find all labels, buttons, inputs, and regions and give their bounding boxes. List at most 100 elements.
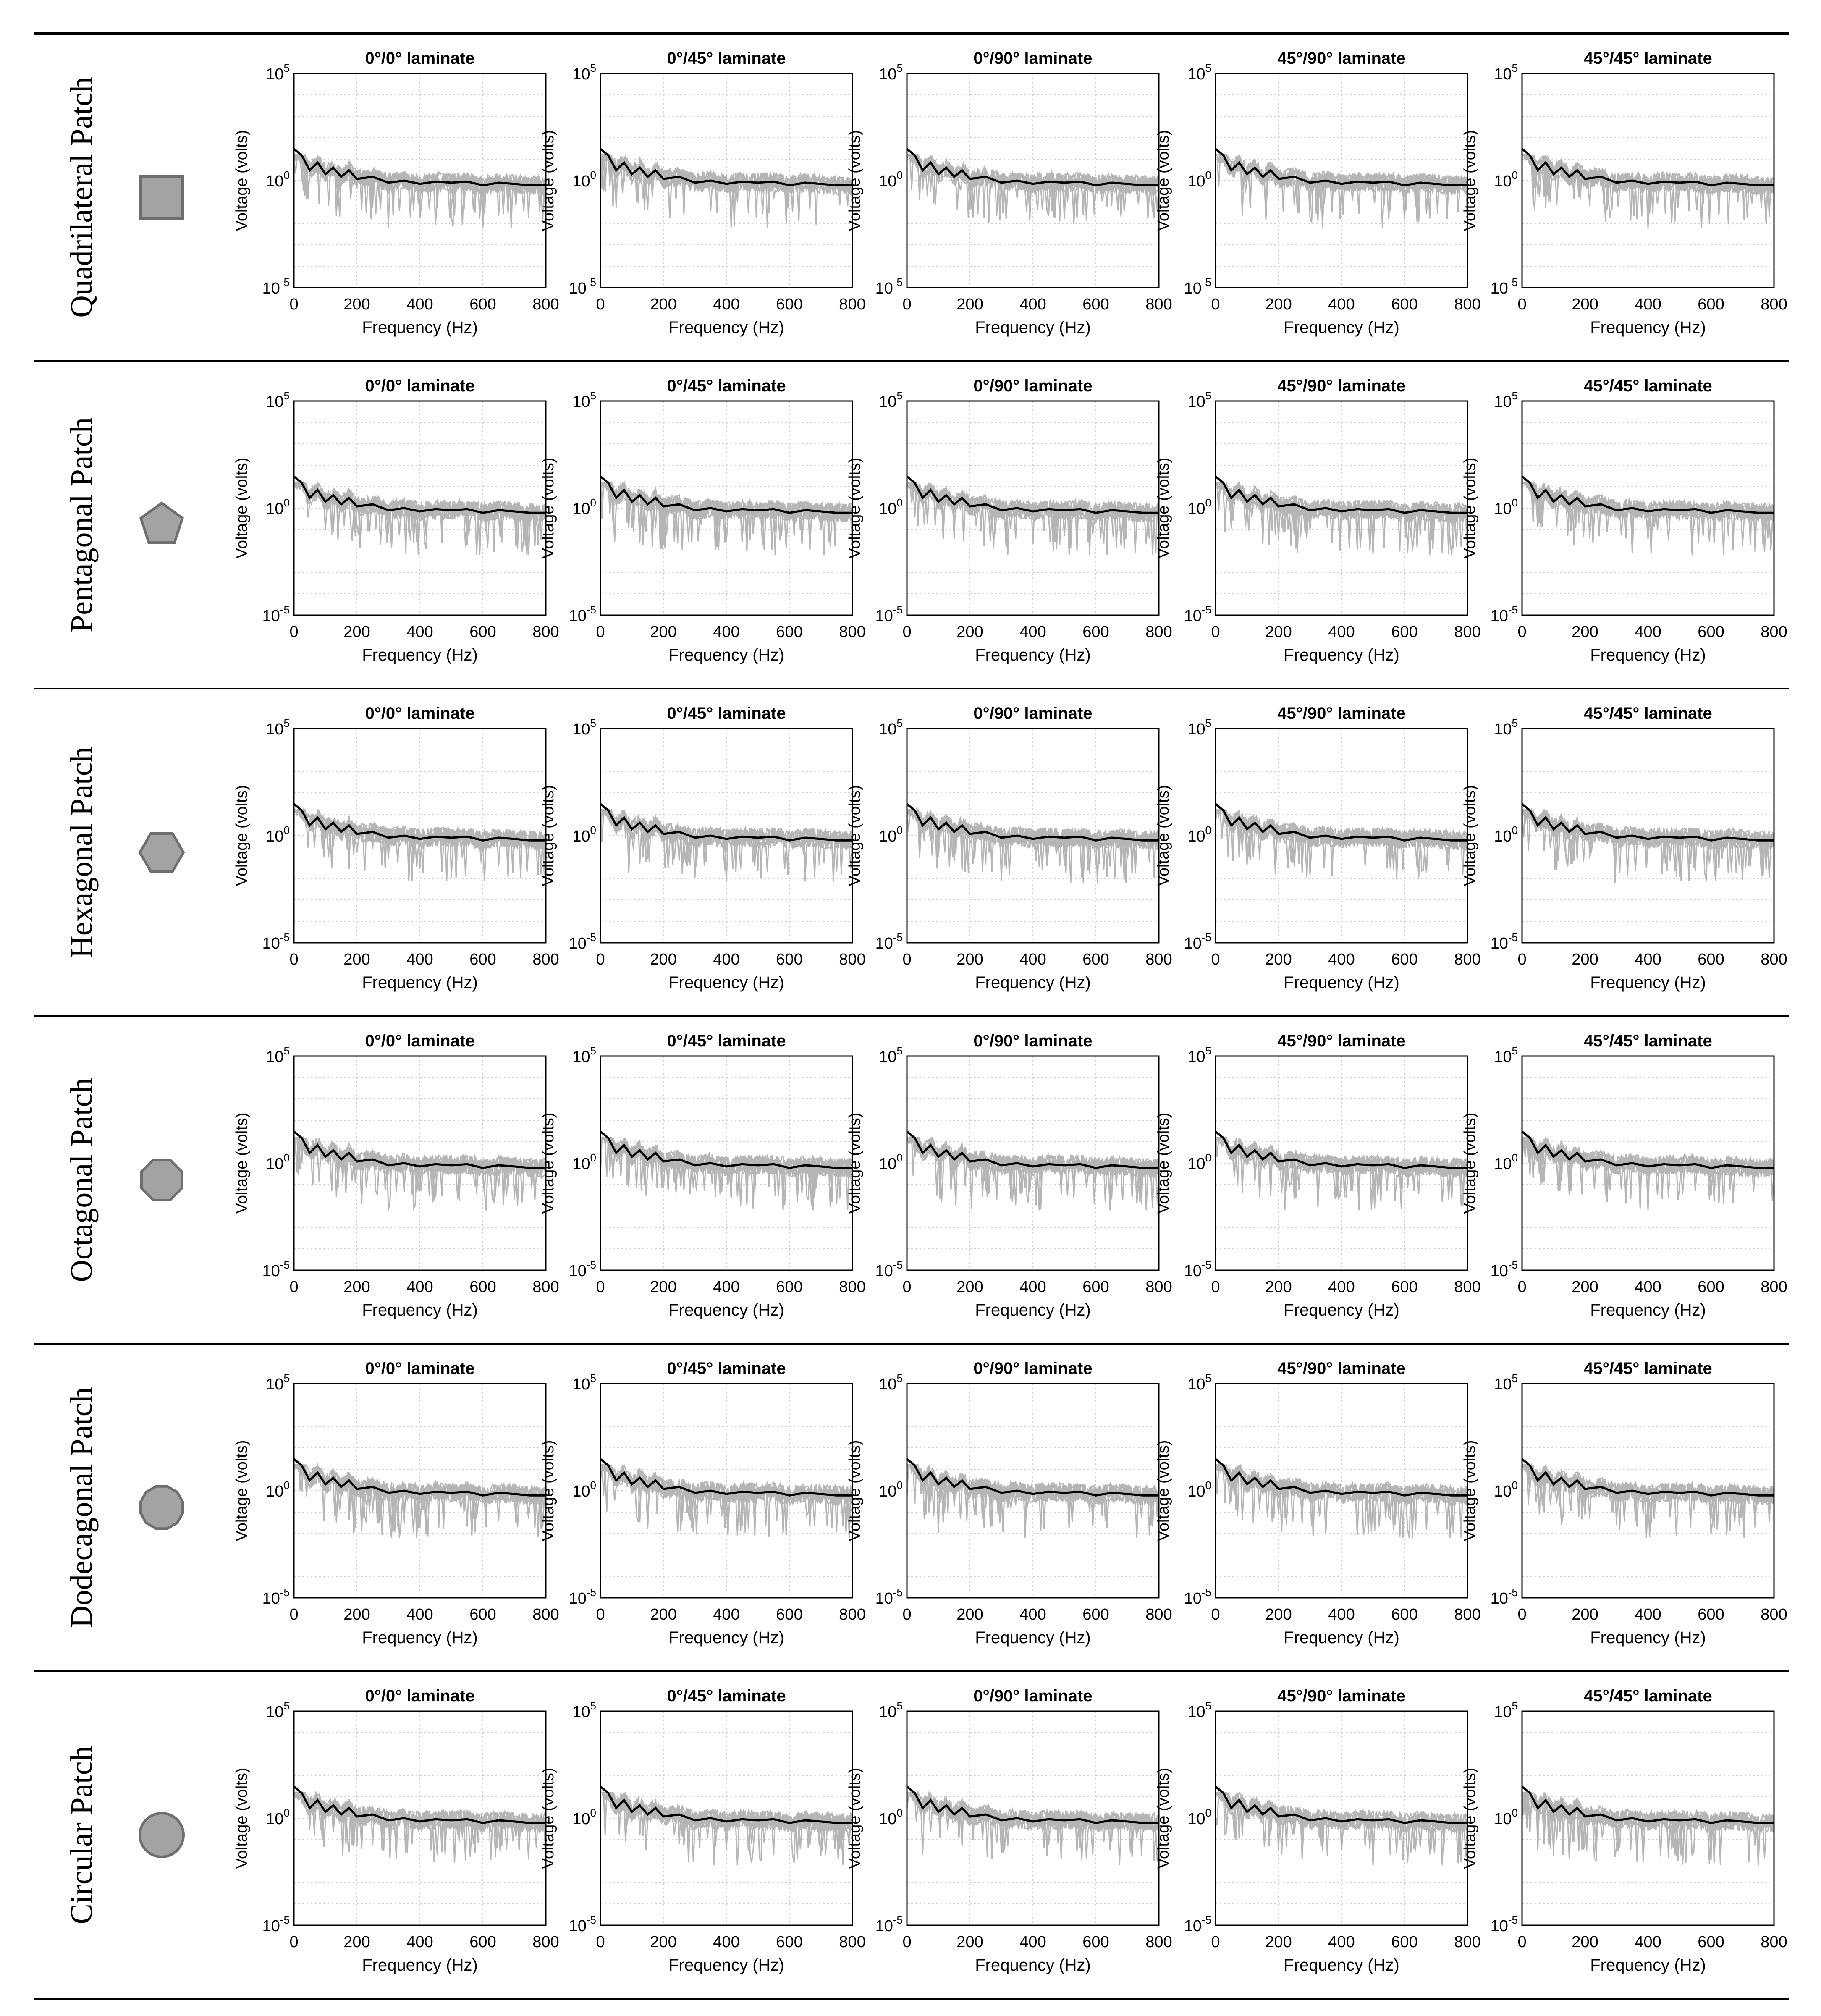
y-tick-label: 105 — [572, 1699, 596, 1721]
plot-frame — [600, 1710, 853, 1926]
y-tick-label: 10-5 — [569, 931, 596, 952]
x-axis-label: Frequency (Hz) — [1284, 318, 1399, 337]
row-divider — [34, 1998, 1789, 2000]
x-tick-label: 600 — [776, 951, 802, 968]
y-tick-label: 105 — [1187, 62, 1211, 83]
chart-panel: 0°/90° laminate 10-5 100 105 0 200 400 600 800 Fr… — [846, 34, 1172, 361]
x-axis-label: Frequency (Hz) — [668, 318, 784, 337]
x-axis-label: Frequency (Hz) — [1284, 1301, 1399, 1319]
x-tick-label: 200 — [956, 1278, 983, 1296]
circle-icon — [139, 1812, 185, 1858]
y-tick-label: 105 — [879, 1044, 903, 1066]
x-tick-label: 400 — [1635, 1933, 1661, 1951]
y-tick-label: 10-5 — [1491, 1586, 1518, 1607]
chart-svg: 0°/0° laminate 10-5 100 105 0 200 400 600 800 Fre… — [233, 377, 559, 664]
x-tick-label: 400 — [1328, 951, 1355, 968]
x-tick-label: 0 — [902, 1278, 911, 1296]
y-tick-label: 10-5 — [1184, 931, 1211, 952]
y-tick-label: 105 — [1494, 1699, 1518, 1721]
mean-spectrum-line — [906, 1785, 1159, 1824]
mean-spectrum-line — [1215, 1458, 1467, 1497]
x-tick-label: 200 — [343, 951, 370, 968]
x-tick-label: 400 — [1328, 1606, 1355, 1623]
chart-svg: 45°/90° laminate 10-5 100 105 0 200 400 600 800 F… — [1155, 1359, 1481, 1647]
chart-svg: 0°/45° laminate 10-5 100 105 0 200 400 600 800 Fr… — [540, 49, 866, 337]
x-tick-label: 400 — [1635, 296, 1661, 313]
plot-frame — [293, 400, 547, 616]
x-tick-label: 800 — [1454, 1933, 1480, 1951]
mean-spectrum-line — [906, 803, 1159, 842]
y-tick-label: 100 — [1494, 1479, 1518, 1500]
x-tick-label: 200 — [956, 1606, 983, 1623]
x-tick-label: 0 — [1517, 1606, 1526, 1623]
chart-svg: 0°/90° laminate 10-5 100 105 0 200 400 600 800 Fr… — [846, 704, 1172, 992]
chart-panel: 45°/45° laminate 10-5 100 105 0 200 400 600 800 F… — [1461, 1016, 1787, 1344]
x-axis-label: Frequency (Hz) — [1284, 646, 1399, 664]
y-axis-label: Voltage (volts) — [1461, 458, 1479, 559]
x-axis-label: Frequency (Hz) — [668, 973, 784, 992]
y-tick-label: 100 — [1187, 169, 1211, 190]
mean-spectrum-line — [600, 1785, 852, 1824]
chart-panel: 45°/90° laminate 10-5 100 105 0 200 400 600 800 F… — [1155, 34, 1481, 361]
pentagon-icon — [139, 501, 184, 544]
x-tick-label: 800 — [1145, 1278, 1172, 1296]
chart-svg: 0°/0° laminate 10-5 100 105 0 200 400 600 800 Fre… — [233, 1359, 559, 1647]
panel-title: 0°/90° laminate — [973, 377, 1092, 395]
x-tick-label: 200 — [343, 296, 370, 313]
trial-spectrum-line — [1521, 807, 1774, 880]
chart-panel: 45°/45° laminate 10-5 100 105 0 200 400 600 800 F… — [1461, 34, 1787, 361]
chart-svg: 45°/45° laminate 10-5 100 105 0 200 400 600 800 F… — [1461, 377, 1787, 664]
chart-svg: 45°/45° laminate 10-5 100 105 0 200 400 600 800 F… — [1461, 704, 1787, 992]
plot-frame — [906, 1055, 1160, 1271]
chart-panel: 45°/90° laminate 10-5 100 105 0 200 400 600 800 F… — [1155, 361, 1481, 689]
y-axis-label: Voltage (volts) — [233, 1440, 251, 1541]
x-axis-label: Frequency (Hz) — [1284, 973, 1399, 992]
trial-spectrum-line — [294, 482, 547, 549]
y-tick-label: 100 — [572, 496, 596, 518]
panel-title: 0°/45° laminate — [667, 49, 786, 68]
chart-panel: 0°/90° laminate 10-5 100 105 0 200 400 600 800 Fr… — [846, 689, 1172, 1016]
x-tick-label: 0 — [596, 1278, 605, 1296]
chart-svg: 45°/90° laminate 10-5 100 105 0 200 400 600 800 F… — [1155, 1032, 1481, 1319]
trial-spectrum-line — [293, 153, 547, 228]
x-tick-label: 0 — [596, 296, 605, 313]
panel-title: 0°/0° laminate — [365, 1032, 475, 1050]
plot-frame — [1215, 728, 1468, 944]
x-tick-label: 400 — [1019, 1606, 1046, 1623]
y-tick-label: 10-5 — [262, 603, 290, 625]
mean-spectrum-line — [1215, 803, 1467, 842]
x-tick-label: 400 — [1635, 1606, 1661, 1623]
y-axis-label: Voltage (volts) — [846, 458, 864, 559]
y-tick-label: 100 — [572, 1806, 596, 1828]
y-tick-label: 100 — [1494, 496, 1518, 518]
panel-title: 0°/90° laminate — [973, 1359, 1092, 1378]
y-tick-label: 100 — [1494, 169, 1518, 190]
y-tick-label: 100 — [1187, 1151, 1211, 1173]
x-tick-label: 600 — [1082, 623, 1109, 641]
mean-spectrum-line — [600, 148, 852, 186]
plot-frame — [293, 73, 547, 288]
panel-title: 0°/45° laminate — [667, 1032, 786, 1050]
y-tick-label: 10-5 — [875, 276, 903, 297]
y-tick-label: 105 — [1187, 1372, 1211, 1393]
chart-svg: 0°/45° laminate 10-5 100 105 0 200 400 600 800 Fr… — [540, 1359, 866, 1647]
chart-panel: 0°/0° laminate 10-5 100 105 0 200 400 600 800 Fre… — [233, 361, 559, 689]
plot-frame — [293, 1383, 547, 1599]
plot-frame — [600, 73, 853, 288]
x-tick-label: 200 — [1572, 951, 1598, 968]
y-tick-label: 105 — [1494, 62, 1518, 83]
y-tick-label: 10-5 — [875, 1586, 903, 1607]
row-divider — [34, 32, 1789, 35]
x-tick-label: 400 — [1328, 1278, 1355, 1296]
panel-title: 0°/0° laminate — [365, 1687, 475, 1705]
y-tick-label: 105 — [879, 62, 903, 83]
panel-title: 0°/45° laminate — [667, 1687, 786, 1705]
y-axis-label: Voltage (volts) — [540, 1440, 557, 1541]
x-axis-label: Frequency (Hz) — [1590, 1956, 1706, 1974]
x-tick-label: 0 — [1517, 296, 1526, 313]
y-axis-label: Voltage (volts) — [1155, 130, 1172, 231]
y-tick-label: 10-5 — [1491, 603, 1518, 625]
x-tick-label: 800 — [1761, 1606, 1787, 1623]
x-tick-label: 200 — [650, 296, 676, 313]
chart-panel: 45°/45° laminate 10-5 100 105 0 200 400 600 800 F… — [1461, 1344, 1787, 1671]
